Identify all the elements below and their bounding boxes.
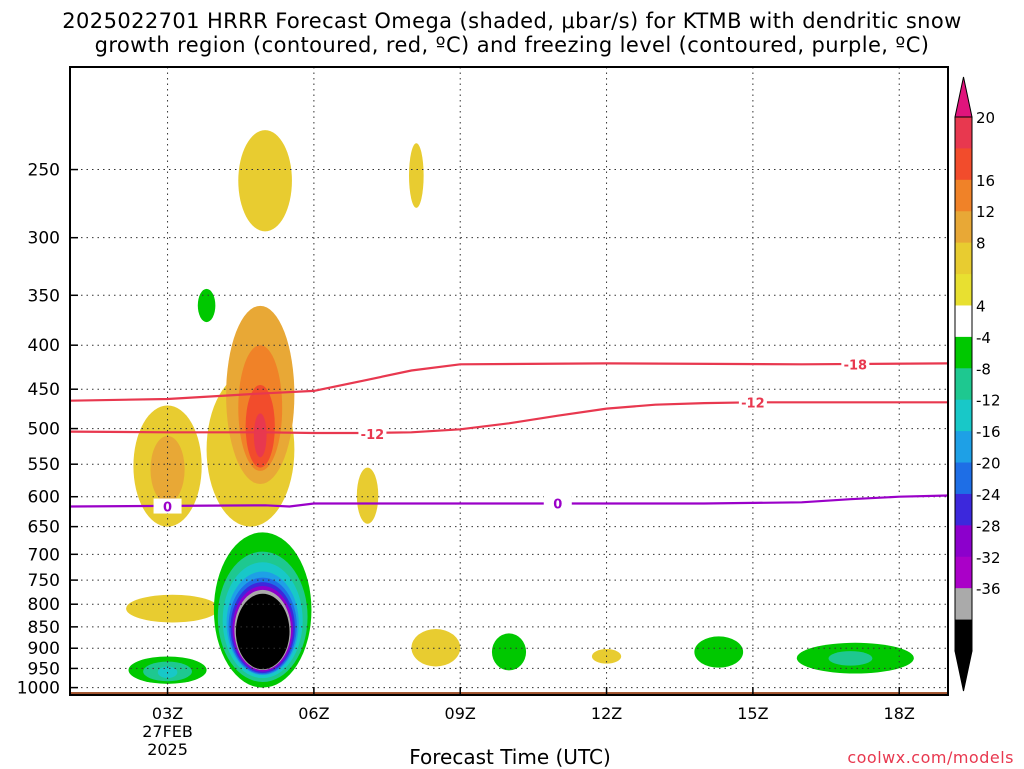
omega-shaded-region [828, 651, 873, 666]
contour-label-bg [358, 425, 387, 441]
colorbar-swatch [955, 399, 972, 432]
colorbar-swatch [955, 493, 972, 526]
omega-shaded-region [197, 288, 216, 323]
colorbar-swatch [955, 368, 972, 401]
colorbar-swatch [955, 619, 972, 652]
colorbar-label: -28 [976, 517, 1001, 535]
x-date-label: 27FEB [142, 722, 193, 741]
omega-shaded-region [253, 413, 267, 458]
colorbar-swatch [955, 211, 972, 244]
colorbar-label: -16 [976, 423, 1001, 441]
colorbar-label: 12 [976, 203, 995, 221]
omega-shaded-region [409, 143, 424, 208]
y-tick-label: 850 [28, 618, 60, 638]
colorbar-label: -20 [976, 455, 1001, 473]
x-axis-title: Forecast Time (UTC) [409, 745, 611, 769]
colorbar-swatch [955, 148, 972, 181]
omega-shaded-region [411, 629, 461, 667]
omega-shaded-region [238, 130, 292, 232]
y-tick-label: 750 [28, 571, 60, 591]
colorbar-label: 20 [976, 109, 995, 127]
colorbar-swatch [955, 179, 972, 212]
colorbar-label: -32 [976, 549, 1001, 567]
colorbar-swatch [955, 588, 972, 621]
colorbar-swatch [955, 305, 972, 338]
colorbar-swatch [955, 117, 972, 149]
y-tick-label: 650 [28, 518, 60, 538]
contour-label: -12 [361, 428, 385, 443]
contour-label: 0 [553, 497, 562, 512]
y-tick-label: 450 [28, 380, 60, 400]
colorbar-label: 4 [976, 297, 986, 315]
colorbar-frame [954, 116, 973, 652]
colorbar-bottom-arrow [954, 650, 973, 692]
contour-label: -18 [844, 358, 868, 373]
omega-shaded-region [491, 633, 527, 671]
x-tick-label: 18Z [884, 704, 915, 723]
colorbar-label: -36 [976, 580, 1001, 598]
y-tick-label: 800 [28, 595, 60, 615]
y-tick-label: 550 [28, 455, 60, 475]
colorbar-top-arrow [954, 76, 973, 118]
colorbar-label: -8 [976, 360, 991, 378]
x-tick-label: 09Z [445, 704, 476, 723]
x-tick-label: 15Z [737, 704, 768, 723]
y-tick-label: 700 [28, 545, 60, 565]
colorbar-label: -4 [976, 329, 991, 347]
contour-label: -12 [741, 396, 765, 411]
contour-label: 0 [163, 501, 172, 516]
contour-label-bg [543, 495, 572, 511]
contour-line [70, 494, 948, 508]
x-tick-label: 06Z [298, 704, 329, 723]
x-date-label: 2025 [147, 740, 188, 759]
y-tick-label: 1000 [17, 679, 60, 699]
contour-label-bg [841, 356, 870, 372]
chart-title-line-1: 2025022701 HRRR Forecast Omega (shaded, … [62, 9, 962, 33]
plot-frame [69, 66, 949, 696]
x-tick-label: 12Z [591, 704, 622, 723]
y-tick-label: 300 [28, 229, 60, 249]
colorbar-swatch [955, 274, 972, 306]
colorbar-swatch [955, 462, 972, 495]
colorbar-label: 8 [976, 235, 986, 253]
y-tick-label: 900 [28, 639, 60, 659]
y-tick-label: 400 [28, 336, 60, 356]
terrain-fill [70, 692, 948, 695]
colorbar-label: -24 [976, 486, 1001, 504]
x-tick-label: 03Z [152, 704, 183, 723]
y-tick-label: 950 [28, 659, 60, 679]
credit-text[interactable]: coolwx.com/models [847, 748, 1014, 767]
colorbar-swatch [955, 556, 972, 589]
colorbar-swatch [955, 242, 972, 275]
y-tick-label: 500 [28, 420, 60, 440]
omega-shaded-region [694, 636, 744, 668]
contour-line [70, 362, 948, 402]
contour-line [70, 401, 948, 435]
y-tick-label: 250 [28, 161, 60, 181]
chart-title-line-2: growth region (contoured, red, ºC) and f… [94, 33, 930, 57]
contour-label-bg [738, 394, 767, 410]
plot-area: -18 -12 -12 0 0 [70, 67, 948, 695]
contour-label-bg [153, 498, 182, 514]
colorbar-swatch [955, 431, 972, 464]
colorbar-label: -12 [976, 392, 1001, 410]
omega-shaded-region [235, 593, 290, 670]
y-tick-label: 350 [28, 286, 60, 306]
colorbar-swatch [955, 336, 972, 369]
colorbar-swatch [955, 525, 972, 558]
omega-shaded-region [126, 594, 219, 623]
colorbar-label: 16 [976, 172, 995, 190]
omega-shaded-region [356, 467, 379, 524]
y-tick-label: 600 [28, 488, 60, 508]
